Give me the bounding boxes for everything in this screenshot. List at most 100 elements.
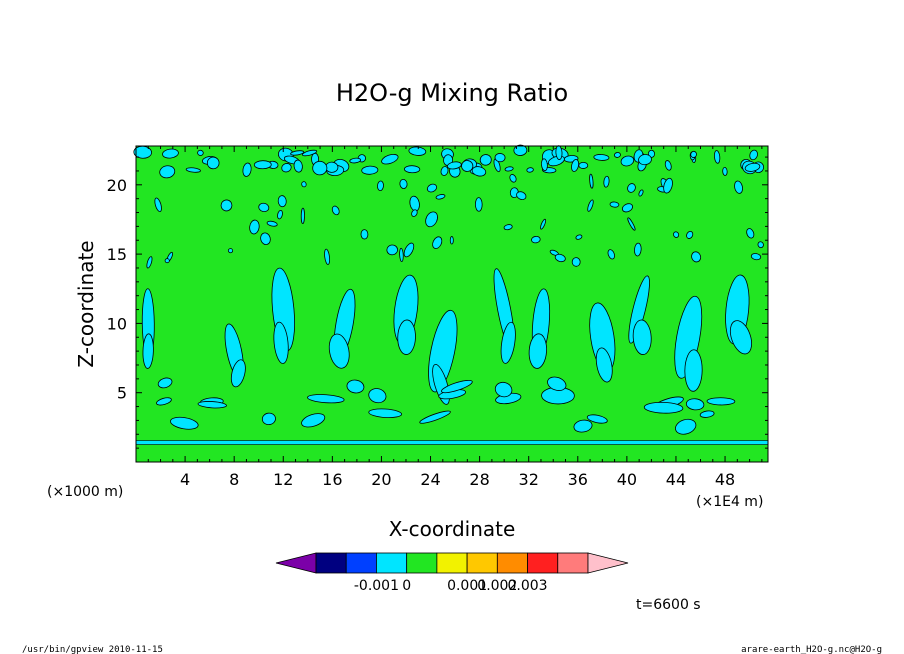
colorbar-segment	[406, 552, 438, 574]
contour-patch	[713, 150, 721, 164]
contour-patch	[157, 377, 173, 389]
contour-patch	[197, 149, 204, 156]
contour-patch	[399, 178, 408, 189]
contour-patches	[133, 144, 769, 445]
contour-patch	[571, 257, 581, 267]
x-tick-label: 40	[617, 470, 637, 489]
colorbar-label: 0.003	[508, 578, 548, 594]
contour-patch	[403, 242, 415, 258]
contour-patch	[312, 160, 328, 176]
contour-patch	[587, 199, 594, 212]
y-tick-label: 20	[107, 176, 127, 195]
contour-patch	[609, 201, 620, 208]
x-axis-label: X-coordinate	[389, 517, 516, 541]
y-tick-label: 10	[107, 314, 127, 333]
contour-patch	[156, 397, 172, 406]
contour-patch	[325, 161, 339, 173]
contour-patch	[142, 333, 154, 369]
colorbar-label: 0.002	[477, 578, 517, 594]
contour-patch	[426, 183, 438, 193]
contour-patch	[471, 166, 487, 177]
contour-patch	[301, 413, 326, 428]
contour-patch	[729, 320, 753, 355]
contour-patch	[595, 347, 613, 383]
contour-patch	[547, 376, 567, 391]
contour-patch	[664, 160, 672, 171]
contour-patch	[249, 219, 260, 235]
contour-patch	[734, 180, 743, 194]
contour-patch	[571, 159, 580, 172]
contour-patch	[474, 197, 483, 212]
colorbar-segment	[345, 552, 377, 574]
x-tick-label: 36	[568, 470, 588, 489]
contour-patch	[346, 379, 365, 394]
contour-patch	[675, 418, 697, 435]
contour-patch	[706, 397, 736, 406]
contour-patch	[691, 251, 702, 263]
contour-patch	[447, 161, 462, 170]
contour-patch	[261, 412, 276, 426]
colorbar-under-arrow	[275, 552, 317, 574]
contour-patch	[368, 408, 403, 418]
contour-patch	[479, 154, 492, 166]
x-tick-label: 16	[322, 470, 342, 489]
colorbar-label: 0	[402, 578, 411, 594]
x-tick-label: 12	[273, 470, 293, 489]
contour-patch	[281, 163, 292, 173]
x-tick-label: 24	[420, 470, 440, 489]
contour-patch	[540, 218, 547, 230]
contour-patch	[673, 231, 680, 238]
y-tick-label: 15	[107, 245, 127, 264]
contour-patch	[399, 247, 404, 262]
time-label: t=6600 s	[636, 597, 701, 613]
contour-patch	[632, 319, 652, 355]
contour-patch	[273, 321, 289, 364]
contour-patch	[360, 229, 369, 240]
contour-patch	[260, 232, 271, 245]
contour-patch	[449, 236, 454, 245]
contour-patch	[607, 249, 615, 260]
contour-patch	[170, 416, 199, 430]
contour-patch	[227, 248, 234, 254]
contour-patch	[526, 167, 534, 173]
x-tick-label: 4	[180, 470, 190, 489]
contour-patch	[685, 398, 705, 411]
contour-patch	[277, 209, 283, 220]
contour-patch	[277, 195, 287, 208]
contour-patch	[638, 154, 652, 166]
footer-left: /usr/bin/gpview 2010-11-15	[22, 645, 163, 654]
x-axis: 4 8 12 16 20 24 28 32 36 40 44 48	[147, 146, 763, 489]
contour-patch	[425, 211, 438, 228]
contour-patch	[513, 144, 528, 156]
contour-patch	[746, 228, 755, 239]
contour-patch	[638, 189, 644, 197]
contour-patch	[627, 217, 636, 231]
x-tick-label: 32	[519, 470, 539, 489]
y-axis: 5 10 15 20	[107, 156, 768, 449]
contour-patch	[500, 321, 516, 364]
contour-patch	[516, 191, 527, 200]
colorbar-segment	[315, 552, 347, 574]
contour-patch	[440, 166, 449, 176]
y-axis-label: Z-coordinate	[74, 240, 98, 367]
contour-patch	[627, 183, 636, 193]
contour-patch	[621, 203, 633, 213]
contour-patch	[686, 230, 694, 239]
colorbar-label: -0.001	[354, 578, 399, 594]
contour-patch	[293, 159, 303, 173]
footer-right: arare-earth_H2O-g.nc@H2O-g	[741, 645, 882, 654]
contour-patch	[750, 253, 762, 261]
contour-patch	[554, 253, 566, 263]
colorbar-over-arrow	[587, 552, 629, 574]
contour-patch	[301, 181, 307, 188]
colorbar-segment	[376, 552, 408, 574]
contour-patch	[206, 156, 220, 170]
contour-patch	[397, 319, 416, 355]
contour-patch	[589, 173, 594, 189]
contour-patch	[164, 258, 170, 264]
contour-patch	[197, 401, 227, 409]
contour-patch	[575, 234, 583, 240]
contour-patch	[690, 150, 697, 158]
contour-patch	[722, 166, 728, 176]
contour-patch	[242, 162, 252, 177]
